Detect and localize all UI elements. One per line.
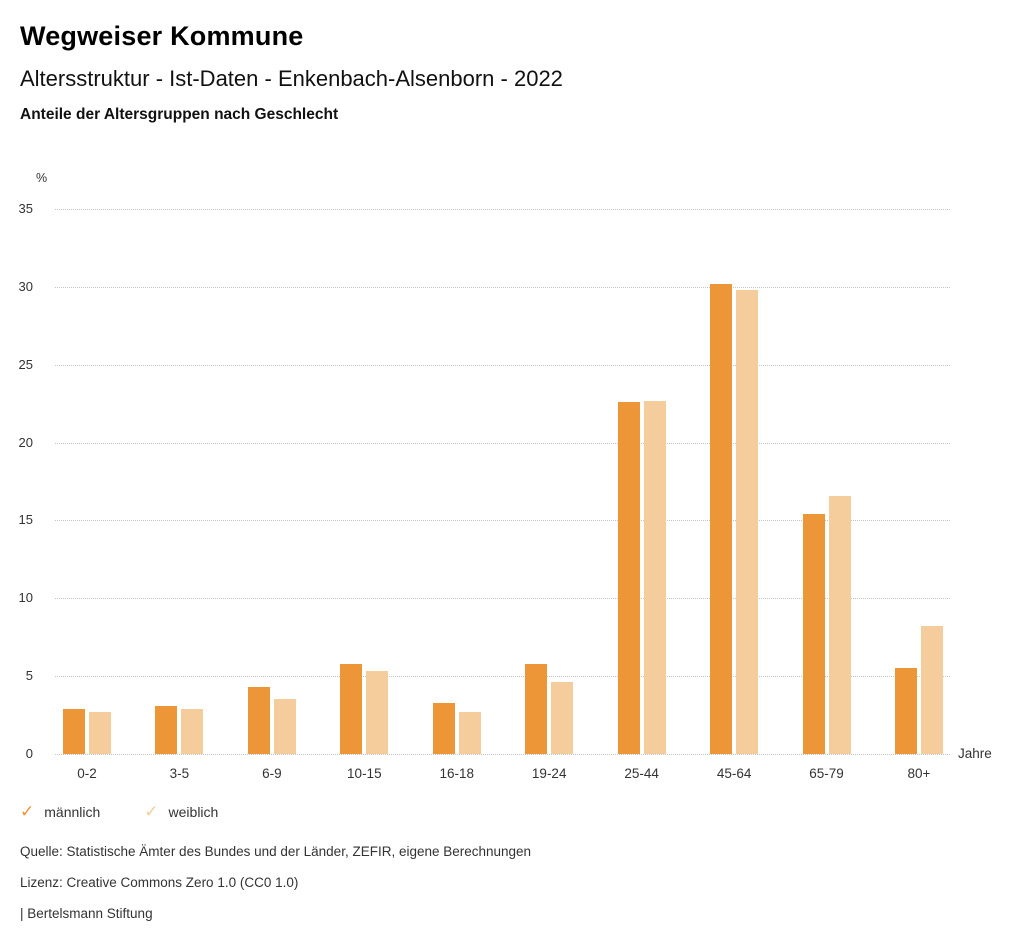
legend-item-weiblich[interactable]: ✓ weiblich <box>144 803 218 820</box>
y-tick-label-15: 15 <box>18 512 33 528</box>
gridline-35 <box>55 209 950 210</box>
chart-legend: ✓ männlich ✓ weiblich <box>20 803 218 820</box>
legend-label: männlich <box>44 803 101 820</box>
bar-weiblich-10-15[interactable] <box>366 671 389 754</box>
check-icon: ✓ <box>20 802 35 821</box>
gridline-25 <box>55 364 950 366</box>
bar-weiblich-80+[interactable] <box>920 626 943 754</box>
y-axis-unit-label: % <box>36 171 48 185</box>
x-tick-label-0-2: 0-2 <box>77 766 97 781</box>
x-tick-label-16-18: 16-18 <box>439 766 475 781</box>
x-tick-label-25-44: 25-44 <box>624 766 659 781</box>
x-tick-label-6-9: 6-9 <box>262 766 282 781</box>
bar-weiblich-45-64[interactable] <box>736 290 759 754</box>
bar-männlich-10-15[interactable] <box>340 664 363 754</box>
bar-männlich-80+[interactable] <box>894 668 917 754</box>
x-tick-label-10-15: 10-15 <box>347 766 382 781</box>
source-text: Quelle: Statistische Ämter des Bundes un… <box>20 844 532 859</box>
gridline-5 <box>55 676 950 678</box>
license-text: Lizenz: Creative Commons Zero 1.0 (CC0 1… <box>20 875 299 890</box>
bar-männlich-0-2[interactable] <box>63 709 85 754</box>
x-tick-label-80+: 80+ <box>907 766 931 781</box>
bar-männlich-65-79[interactable] <box>802 514 825 754</box>
x-tick-label-3-5: 3-5 <box>169 766 190 781</box>
x-axis-unit-label: Jahre <box>958 746 992 761</box>
gridline-30 <box>55 286 950 288</box>
bar-männlich-25-44[interactable] <box>617 402 640 754</box>
bar-männlich-3-5[interactable] <box>155 706 178 754</box>
y-tick-label-35: 35 <box>18 201 33 216</box>
y-tick-label-25: 25 <box>18 356 33 372</box>
bar-weiblich-6-9[interactable] <box>273 699 296 754</box>
y-tick-label-5: 5 <box>25 668 33 684</box>
chart-heading: Anteile der Altersgruppen nach Geschlech… <box>20 106 339 123</box>
bar-männlich-45-64[interactable] <box>710 284 733 754</box>
legend-label: weiblich <box>168 803 219 820</box>
y-tick-label-30: 30 <box>18 278 33 294</box>
bar-chart-plot-area <box>55 209 950 755</box>
gridline-0 <box>55 754 950 755</box>
y-tick-label-10: 10 <box>18 590 33 606</box>
x-tick-label-19-24: 19-24 <box>531 766 567 781</box>
gridline-20 <box>55 442 950 444</box>
bar-weiblich-16-18[interactable] <box>458 712 481 754</box>
x-tick-label-65-79: 65-79 <box>809 766 844 781</box>
bar-weiblich-65-79[interactable] <box>828 496 851 754</box>
bar-männlich-19-24[interactable] <box>525 664 548 754</box>
gridline-15 <box>55 520 950 522</box>
bar-weiblich-25-44[interactable] <box>643 401 666 754</box>
attribution-text: | Bertelsmann Stiftung <box>20 906 153 921</box>
bar-männlich-6-9[interactable] <box>247 687 270 754</box>
bar-weiblich-0-2[interactable] <box>89 712 111 754</box>
page-subtitle: Altersstruktur - Ist-Daten - Enkenbach-A… <box>20 66 563 91</box>
x-tick-label-45-64: 45-64 <box>716 766 752 781</box>
bar-weiblich-3-5[interactable] <box>181 709 204 754</box>
y-tick-label-0: 0 <box>25 746 33 761</box>
y-tick-label-20: 20 <box>18 434 33 450</box>
bar-männlich-16-18[interactable] <box>432 703 455 754</box>
bar-weiblich-19-24[interactable] <box>551 682 574 754</box>
legend-item-maennlich[interactable]: ✓ männlich <box>20 803 100 820</box>
page-title: Wegweiser Kommune <box>20 21 304 51</box>
gridline-10 <box>55 598 950 600</box>
check-icon: ✓ <box>144 802 159 821</box>
